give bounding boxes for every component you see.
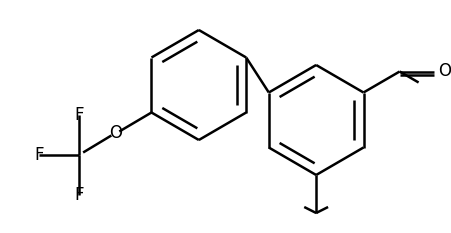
Text: O: O: [109, 124, 122, 143]
Text: F: F: [74, 106, 84, 123]
Text: O: O: [437, 62, 450, 80]
Text: F: F: [35, 145, 44, 164]
Text: F: F: [74, 185, 84, 203]
